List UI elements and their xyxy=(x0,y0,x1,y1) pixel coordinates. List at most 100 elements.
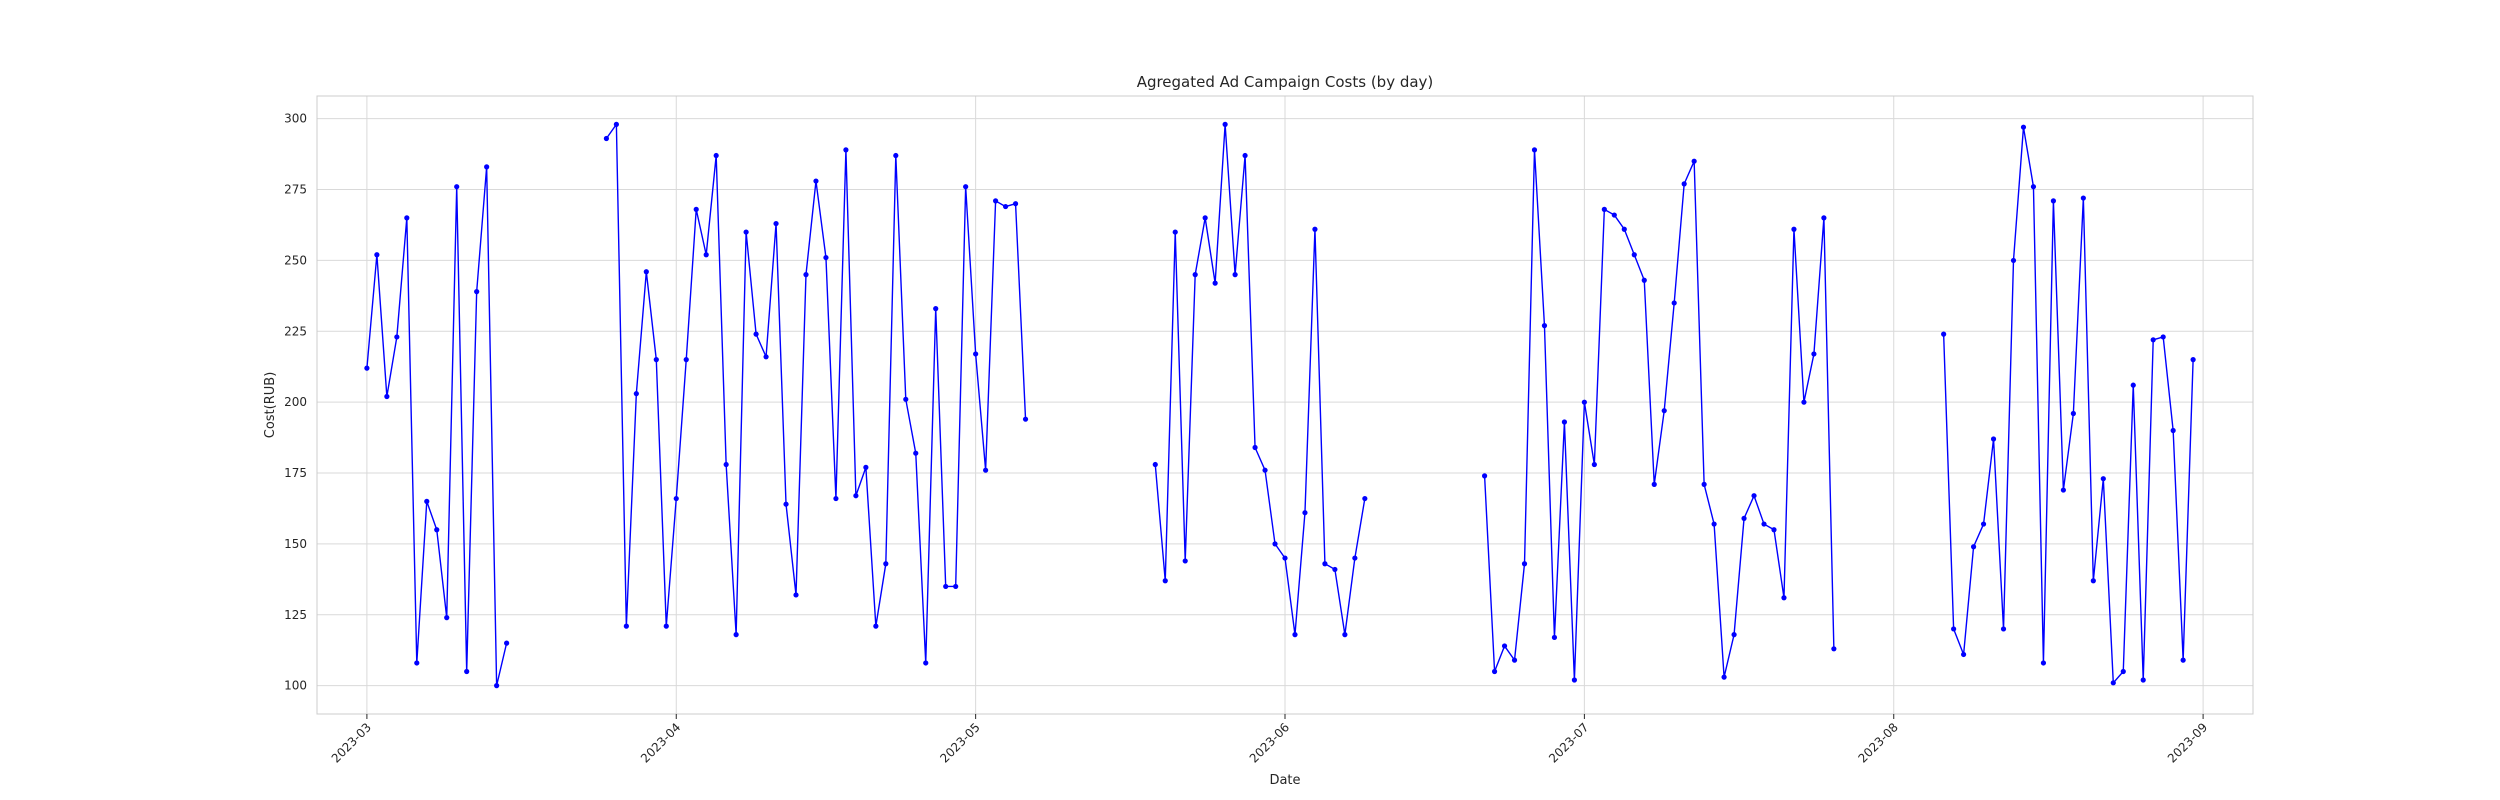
data-point xyxy=(1292,632,1298,638)
data-point xyxy=(893,152,899,159)
data-point xyxy=(1192,272,1198,278)
data-point xyxy=(743,229,749,235)
data-point xyxy=(384,393,390,400)
data-point xyxy=(623,623,629,629)
data-point xyxy=(484,164,490,170)
data-point xyxy=(713,152,719,159)
y-tick-label: 300 xyxy=(284,112,307,126)
data-point xyxy=(1961,651,1967,658)
data-point xyxy=(883,561,889,567)
data-point xyxy=(1761,521,1767,527)
data-point xyxy=(2010,257,2017,264)
data-point xyxy=(1771,527,1777,533)
data-point xyxy=(1641,277,1647,283)
data-point xyxy=(1621,226,1627,232)
x-tick-label: 2023-07 xyxy=(1546,720,1591,765)
data-point xyxy=(364,365,370,371)
data-point xyxy=(973,351,979,357)
y-tick-label: 200 xyxy=(284,395,307,409)
data-point xyxy=(763,354,769,360)
data-point xyxy=(863,464,869,470)
data-point xyxy=(2110,680,2116,686)
data-point xyxy=(683,357,689,363)
data-point xyxy=(1212,280,1218,286)
y-tick-label: 100 xyxy=(284,679,307,693)
data-point xyxy=(993,198,999,204)
data-point xyxy=(1312,226,1318,232)
data-point xyxy=(2130,382,2136,388)
data-point xyxy=(923,660,929,666)
series-line-segment xyxy=(1154,124,1366,635)
series-line-segment xyxy=(366,166,508,686)
data-point xyxy=(1232,272,1238,278)
y-axis: 100 125 150 175 200 225 250 275 300 xyxy=(284,112,307,693)
data-point xyxy=(1701,481,1707,487)
data-point xyxy=(1242,152,1248,159)
data-point xyxy=(643,269,649,275)
data-point xyxy=(1282,555,1288,561)
data-point xyxy=(1611,212,1617,218)
data-point xyxy=(783,501,789,507)
data-point xyxy=(1591,461,1597,468)
y-tick-label: 250 xyxy=(284,253,307,267)
data-point xyxy=(983,467,989,473)
y-tick-label: 175 xyxy=(284,466,307,480)
data-point xyxy=(1671,300,1677,306)
x-tick-label: 2023-06 xyxy=(1247,720,1292,765)
data-point xyxy=(693,206,699,212)
data-point xyxy=(1990,436,1997,442)
data-point xyxy=(793,592,799,598)
data-point xyxy=(2000,626,2007,632)
data-point xyxy=(933,306,939,312)
data-point xyxy=(673,495,679,502)
data-point xyxy=(1162,578,1168,584)
data-point xyxy=(853,493,859,499)
y-axis-label: Cost(RUB) xyxy=(263,372,278,439)
data-point xyxy=(1541,323,1548,329)
data-point xyxy=(833,495,839,502)
series-line-segment xyxy=(1942,127,2194,685)
data-point xyxy=(1731,632,1737,638)
data-point xyxy=(843,147,849,153)
data-point xyxy=(803,272,809,278)
data-point xyxy=(1152,461,1158,468)
data-point xyxy=(1711,521,1717,527)
data-point xyxy=(374,252,380,258)
data-point xyxy=(2180,657,2186,663)
data-point xyxy=(414,660,420,666)
data-point xyxy=(1342,632,1348,638)
data-point xyxy=(2150,337,2156,343)
data-point xyxy=(1491,668,1498,675)
data-point xyxy=(663,623,669,629)
data-point xyxy=(753,331,759,337)
data-point xyxy=(1571,677,1577,683)
x-tick-label: 2023-03 xyxy=(329,720,374,765)
data-point xyxy=(913,450,919,456)
data-point xyxy=(703,252,709,258)
data-point xyxy=(1362,495,1368,502)
data-point xyxy=(2090,578,2096,584)
series-cost xyxy=(364,121,2196,689)
data-point xyxy=(1661,408,1667,414)
data-point xyxy=(1322,561,1328,567)
series-line-segment xyxy=(1483,149,1835,681)
data-point xyxy=(873,623,879,629)
data-point xyxy=(723,461,729,468)
data-point xyxy=(773,220,779,227)
data-point xyxy=(1332,566,1338,573)
data-point xyxy=(1551,634,1558,641)
data-point xyxy=(494,683,500,689)
data-point xyxy=(1182,558,1188,564)
x-axis: 2023-03 2023-04 2023-05 2023-06 2023-07 2023-… xyxy=(329,714,2210,766)
data-point xyxy=(1022,416,1029,422)
data-point xyxy=(1352,555,1358,561)
data-point xyxy=(613,121,619,127)
data-point xyxy=(2100,476,2106,482)
data-point xyxy=(2030,184,2037,190)
data-point xyxy=(1781,595,1787,601)
data-point xyxy=(1172,229,1178,235)
data-point xyxy=(1531,147,1538,153)
data-point xyxy=(1521,561,1528,567)
data-point xyxy=(1951,626,1957,632)
chart-title: Agregated Ad Campaign Costs (by day) xyxy=(1137,73,1434,91)
